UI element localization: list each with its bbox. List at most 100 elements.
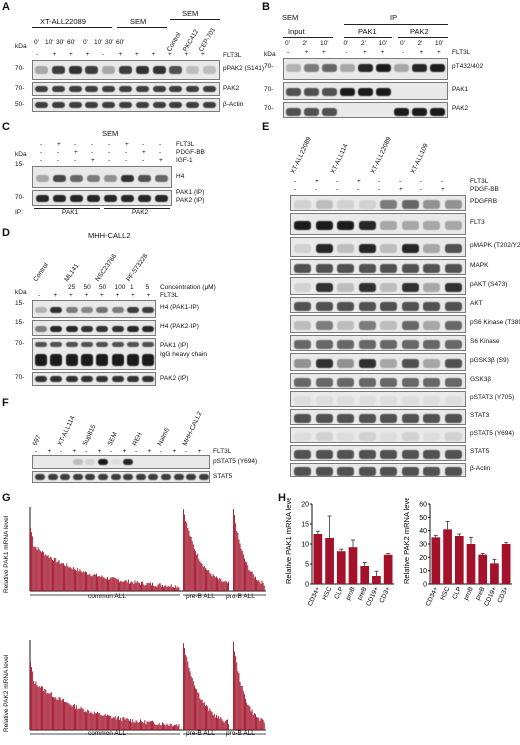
g-bar bbox=[177, 725, 179, 730]
g-bar bbox=[195, 688, 196, 730]
g-bar bbox=[93, 574, 95, 591]
g-bar bbox=[111, 577, 113, 591]
g-bar bbox=[223, 722, 225, 730]
g-bar bbox=[239, 543, 241, 591]
g-bar bbox=[59, 697, 61, 730]
g-bar bbox=[186, 522, 188, 591]
g-bar bbox=[72, 567, 74, 591]
a-band-0-2 bbox=[68, 66, 82, 74]
e-band-8-0 bbox=[294, 359, 311, 368]
e-band-2-1 bbox=[315, 244, 333, 253]
c-sign-2-5: - bbox=[125, 157, 128, 164]
h-category-label: CD3+ bbox=[379, 586, 393, 604]
b-time-4: 2' bbox=[361, 40, 366, 47]
g-bar bbox=[235, 523, 237, 591]
e-band-3-7 bbox=[444, 264, 462, 273]
g-bar bbox=[142, 581, 144, 591]
g-bar bbox=[247, 565, 249, 591]
g-bar bbox=[218, 579, 220, 591]
a-band-1-5 bbox=[119, 86, 132, 92]
blot-b-pak2 bbox=[283, 102, 448, 118]
g-bar bbox=[217, 717, 218, 730]
e-band-12-1 bbox=[315, 432, 333, 441]
f-flt3-7: + bbox=[122, 448, 127, 455]
e-band-14-5 bbox=[401, 467, 419, 476]
f-flt3-9: + bbox=[147, 448, 152, 455]
g-bar bbox=[141, 581, 142, 591]
g-bar bbox=[112, 577, 114, 591]
g-bar bbox=[47, 692, 49, 730]
g-bar bbox=[190, 537, 192, 591]
g-bar bbox=[34, 683, 36, 730]
g-bar bbox=[140, 719, 141, 730]
e-band-9-0 bbox=[294, 378, 311, 387]
g-bar bbox=[83, 711, 85, 730]
h-ylabel: Relative PAK1 mRNA level bbox=[284, 498, 293, 584]
g-bar bbox=[35, 681, 37, 730]
g-top-group-1: common ALL bbox=[88, 593, 126, 600]
e-band-0-1 bbox=[315, 200, 333, 209]
c-h4-band-3 bbox=[87, 175, 100, 182]
f-b1-7 bbox=[123, 459, 134, 465]
g-bar bbox=[79, 568, 81, 591]
e-band-1-1 bbox=[315, 221, 333, 230]
g-bar bbox=[202, 566, 204, 591]
g-bar bbox=[64, 701, 65, 730]
g-bar bbox=[100, 715, 102, 730]
g-bar bbox=[158, 583, 160, 591]
a-flt3-7: + bbox=[151, 51, 156, 58]
e-pdgf-7: + bbox=[441, 186, 445, 193]
g-bar bbox=[159, 724, 161, 730]
d-b3b-0 bbox=[35, 354, 47, 366]
g-bar bbox=[175, 585, 177, 591]
c-pak-band-2 bbox=[70, 195, 83, 202]
a-band-1-6 bbox=[135, 86, 149, 92]
d-conc-1: 50 bbox=[83, 284, 91, 291]
d-conc-5: 5 bbox=[145, 284, 150, 291]
b-time-5: 10' bbox=[378, 40, 387, 47]
g-bar bbox=[98, 713, 100, 730]
g-bar bbox=[242, 691, 244, 730]
g-bar bbox=[197, 692, 199, 730]
g-bar bbox=[31, 532, 32, 591]
g-bar bbox=[149, 582, 151, 591]
e-band-7-4 bbox=[380, 340, 397, 349]
g-bar bbox=[59, 563, 61, 591]
a-time-4: 0' bbox=[83, 39, 88, 46]
d-flt3-5: + bbox=[115, 292, 120, 299]
g-bar bbox=[253, 713, 255, 730]
d-b3a-2 bbox=[65, 342, 78, 347]
e-band-7-0 bbox=[294, 340, 311, 349]
g-bar bbox=[75, 708, 76, 730]
panel-h-letter: H bbox=[278, 492, 286, 504]
g-bar bbox=[110, 715, 112, 730]
h-ytick-label: 20 bbox=[419, 555, 427, 562]
e-band-13-4 bbox=[380, 450, 397, 459]
e-band-5-7 bbox=[444, 302, 462, 311]
g-bar bbox=[234, 515, 235, 591]
e-pdgf-5: + bbox=[399, 186, 403, 193]
f-b1-6 bbox=[110, 459, 121, 465]
b-time-7: 2' bbox=[417, 40, 423, 47]
g-bar bbox=[151, 585, 152, 591]
g-bar bbox=[177, 586, 179, 591]
a-time-1: 10' bbox=[45, 39, 54, 46]
f-b2-6 bbox=[110, 474, 121, 480]
g-bar bbox=[237, 532, 239, 591]
h-category-label: proB bbox=[463, 586, 475, 601]
g-bar bbox=[114, 716, 116, 730]
e-flt3-5: - bbox=[399, 178, 402, 185]
e-band-13-1 bbox=[315, 450, 333, 459]
g-bar bbox=[56, 699, 58, 730]
e-row-12: pSTAT5 (Y694) bbox=[470, 430, 515, 437]
d-flt3-0: - bbox=[38, 292, 41, 299]
c-sign-1-5: - bbox=[125, 149, 128, 156]
e-band-6-4 bbox=[380, 321, 397, 330]
g-bar bbox=[154, 586, 156, 591]
c-sign-0-1: + bbox=[57, 141, 61, 148]
b-time-1: 2' bbox=[302, 40, 308, 47]
g-bar bbox=[221, 581, 223, 591]
g-bar bbox=[192, 544, 194, 591]
g-bar bbox=[129, 583, 130, 591]
g-bar bbox=[65, 702, 67, 730]
